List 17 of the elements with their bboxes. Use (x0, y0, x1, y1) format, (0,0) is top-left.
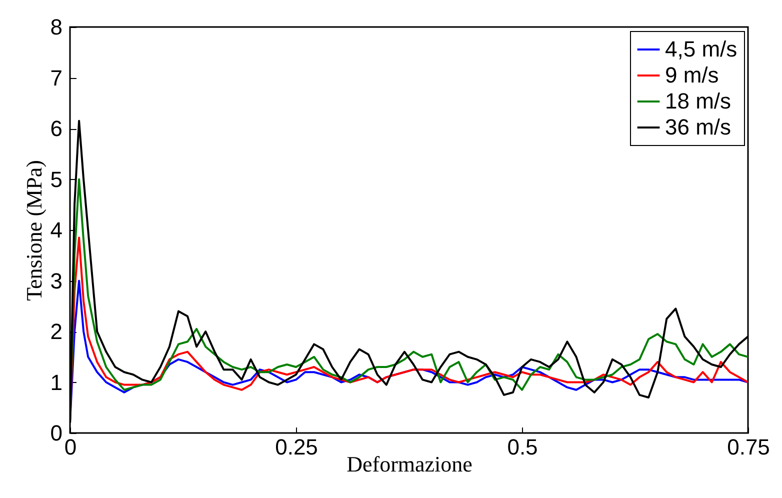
y-tick-label: 4 (50, 218, 62, 242)
x-axis-title: Deformazione (346, 452, 472, 476)
y-tick-label: 1 (50, 370, 62, 395)
y-tick-label: 8 (50, 14, 62, 40)
legend-label: 9 m/s (665, 62, 719, 88)
x-tick-label: 0.75 (727, 434, 770, 460)
y-tick-label: 7 (50, 65, 62, 90)
legend-label: 36 m/s (665, 114, 732, 140)
y-tick-label: 2 (50, 319, 62, 344)
y-axis-title: Tensione (MPa) (21, 160, 46, 301)
legend-label: 18 m/s (665, 88, 732, 114)
y-tick-label: 5 (50, 166, 62, 192)
x-tick-label: 0.5 (507, 434, 538, 460)
y-tick-label: 6 (50, 116, 62, 141)
legend-label: 4,5 m/s (665, 36, 738, 62)
y-tick-label: 3 (50, 268, 62, 294)
x-tick-label: 0.25 (275, 434, 318, 460)
